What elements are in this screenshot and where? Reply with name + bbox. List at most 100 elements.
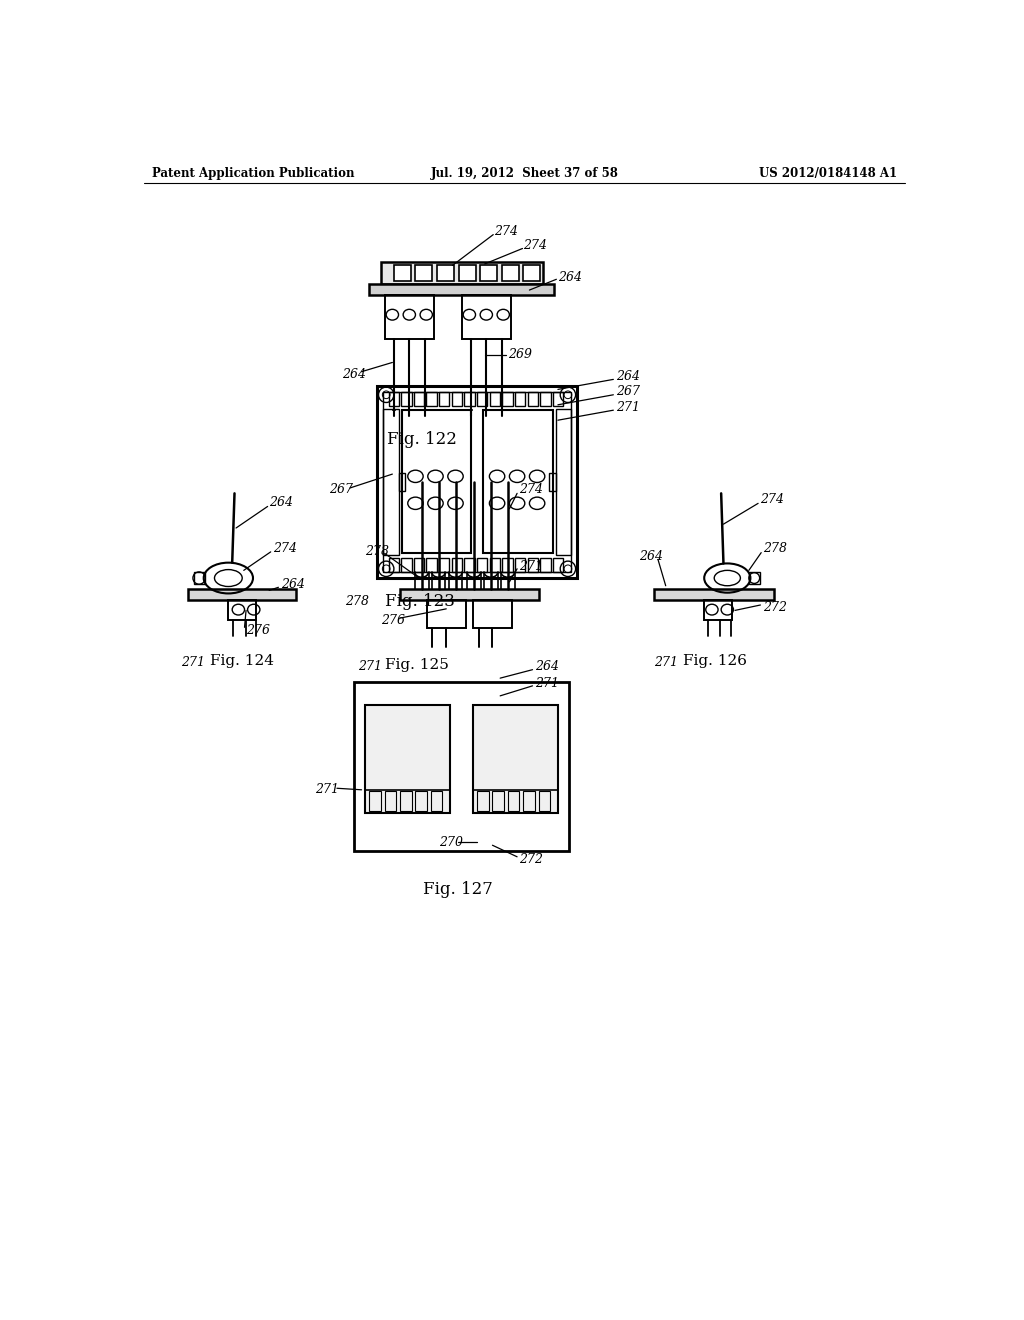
Text: 271: 271	[615, 400, 640, 413]
Text: 274: 274	[519, 483, 544, 496]
Bar	[194, 572, 205, 585]
Bar	[426, 558, 437, 572]
Text: 271: 271	[654, 656, 678, 669]
Bar	[553, 558, 563, 572]
Text: 274: 274	[273, 543, 297, 556]
Bar	[550, 473, 556, 491]
Text: 276: 276	[381, 614, 404, 627]
Bar	[541, 392, 551, 405]
Text: 271: 271	[180, 656, 205, 669]
Text: 264: 264	[342, 367, 367, 380]
Text: 278: 278	[764, 543, 787, 556]
Bar	[394, 265, 411, 281]
Bar	[539, 792, 550, 812]
Bar	[388, 558, 399, 572]
Bar	[465, 392, 475, 405]
Text: Fig. 126: Fig. 126	[683, 655, 748, 668]
Text: US 2012/0184148 A1: US 2012/0184148 A1	[760, 168, 897, 181]
Bar	[188, 589, 296, 599]
Text: 264: 264	[558, 271, 582, 284]
Bar	[452, 392, 462, 405]
Bar	[427, 599, 466, 628]
Bar	[527, 558, 538, 572]
Bar	[556, 409, 571, 554]
Text: 278: 278	[345, 594, 369, 607]
Bar	[439, 558, 450, 572]
Bar	[515, 392, 525, 405]
Text: Jul. 19, 2012  Sheet 37 of 58: Jul. 19, 2012 Sheet 37 of 58	[431, 168, 618, 181]
Bar	[401, 392, 412, 405]
Bar	[515, 558, 525, 572]
Bar	[437, 265, 454, 281]
Bar	[473, 789, 558, 813]
Bar	[388, 392, 399, 405]
Bar	[508, 792, 519, 812]
Bar	[480, 265, 497, 281]
Bar	[401, 558, 412, 572]
Text: Fig. 123: Fig. 123	[385, 593, 455, 610]
Bar	[426, 392, 437, 405]
Text: 272: 272	[519, 853, 544, 866]
Text: 272: 272	[764, 601, 787, 614]
Text: 264: 264	[615, 370, 640, 383]
Bar	[465, 558, 475, 572]
Text: 264: 264	[281, 578, 305, 591]
Bar	[477, 392, 487, 405]
Bar	[354, 682, 569, 851]
Text: 267: 267	[330, 483, 353, 496]
Bar	[541, 558, 551, 572]
Bar	[398, 473, 404, 491]
Bar	[489, 392, 500, 405]
Bar	[483, 411, 553, 553]
Bar	[553, 392, 563, 405]
Text: 278: 278	[366, 545, 389, 557]
Bar	[452, 558, 462, 572]
Bar	[383, 409, 398, 554]
Text: 274: 274	[761, 492, 784, 506]
Bar	[439, 392, 450, 405]
Bar	[493, 792, 504, 812]
Bar	[416, 792, 427, 812]
Bar	[370, 792, 381, 812]
Bar	[473, 705, 558, 813]
Bar	[654, 589, 773, 599]
Text: Fig. 125: Fig. 125	[385, 659, 449, 672]
Text: 270: 270	[438, 836, 463, 849]
Bar	[377, 385, 578, 578]
Text: 271: 271	[357, 660, 382, 673]
Bar	[416, 265, 432, 281]
Bar	[385, 294, 434, 339]
Bar	[503, 558, 513, 572]
Bar	[502, 265, 518, 281]
Bar	[523, 792, 535, 812]
Bar	[503, 392, 513, 405]
Bar	[489, 558, 500, 572]
Text: 264: 264	[535, 660, 559, 673]
Bar	[477, 792, 488, 812]
Bar	[381, 263, 543, 284]
Bar	[431, 792, 442, 812]
Bar	[400, 589, 539, 599]
Text: 271: 271	[315, 783, 339, 796]
Bar	[527, 392, 538, 405]
Bar	[370, 284, 554, 294]
Text: 264: 264	[269, 496, 293, 510]
Bar	[523, 265, 541, 281]
Bar	[366, 705, 451, 813]
Bar	[462, 294, 511, 339]
Text: 271: 271	[519, 560, 544, 573]
Bar	[749, 572, 760, 585]
Bar	[385, 792, 396, 812]
Bar	[459, 265, 475, 281]
Bar	[473, 599, 512, 628]
Text: 274: 274	[523, 239, 547, 252]
Bar	[383, 392, 571, 572]
Bar	[705, 599, 732, 620]
Bar	[366, 789, 451, 813]
Bar	[228, 599, 256, 620]
Bar	[477, 558, 487, 572]
Bar	[414, 558, 424, 572]
Bar	[401, 411, 471, 553]
Text: 267: 267	[615, 385, 640, 399]
Text: 271: 271	[535, 677, 559, 690]
